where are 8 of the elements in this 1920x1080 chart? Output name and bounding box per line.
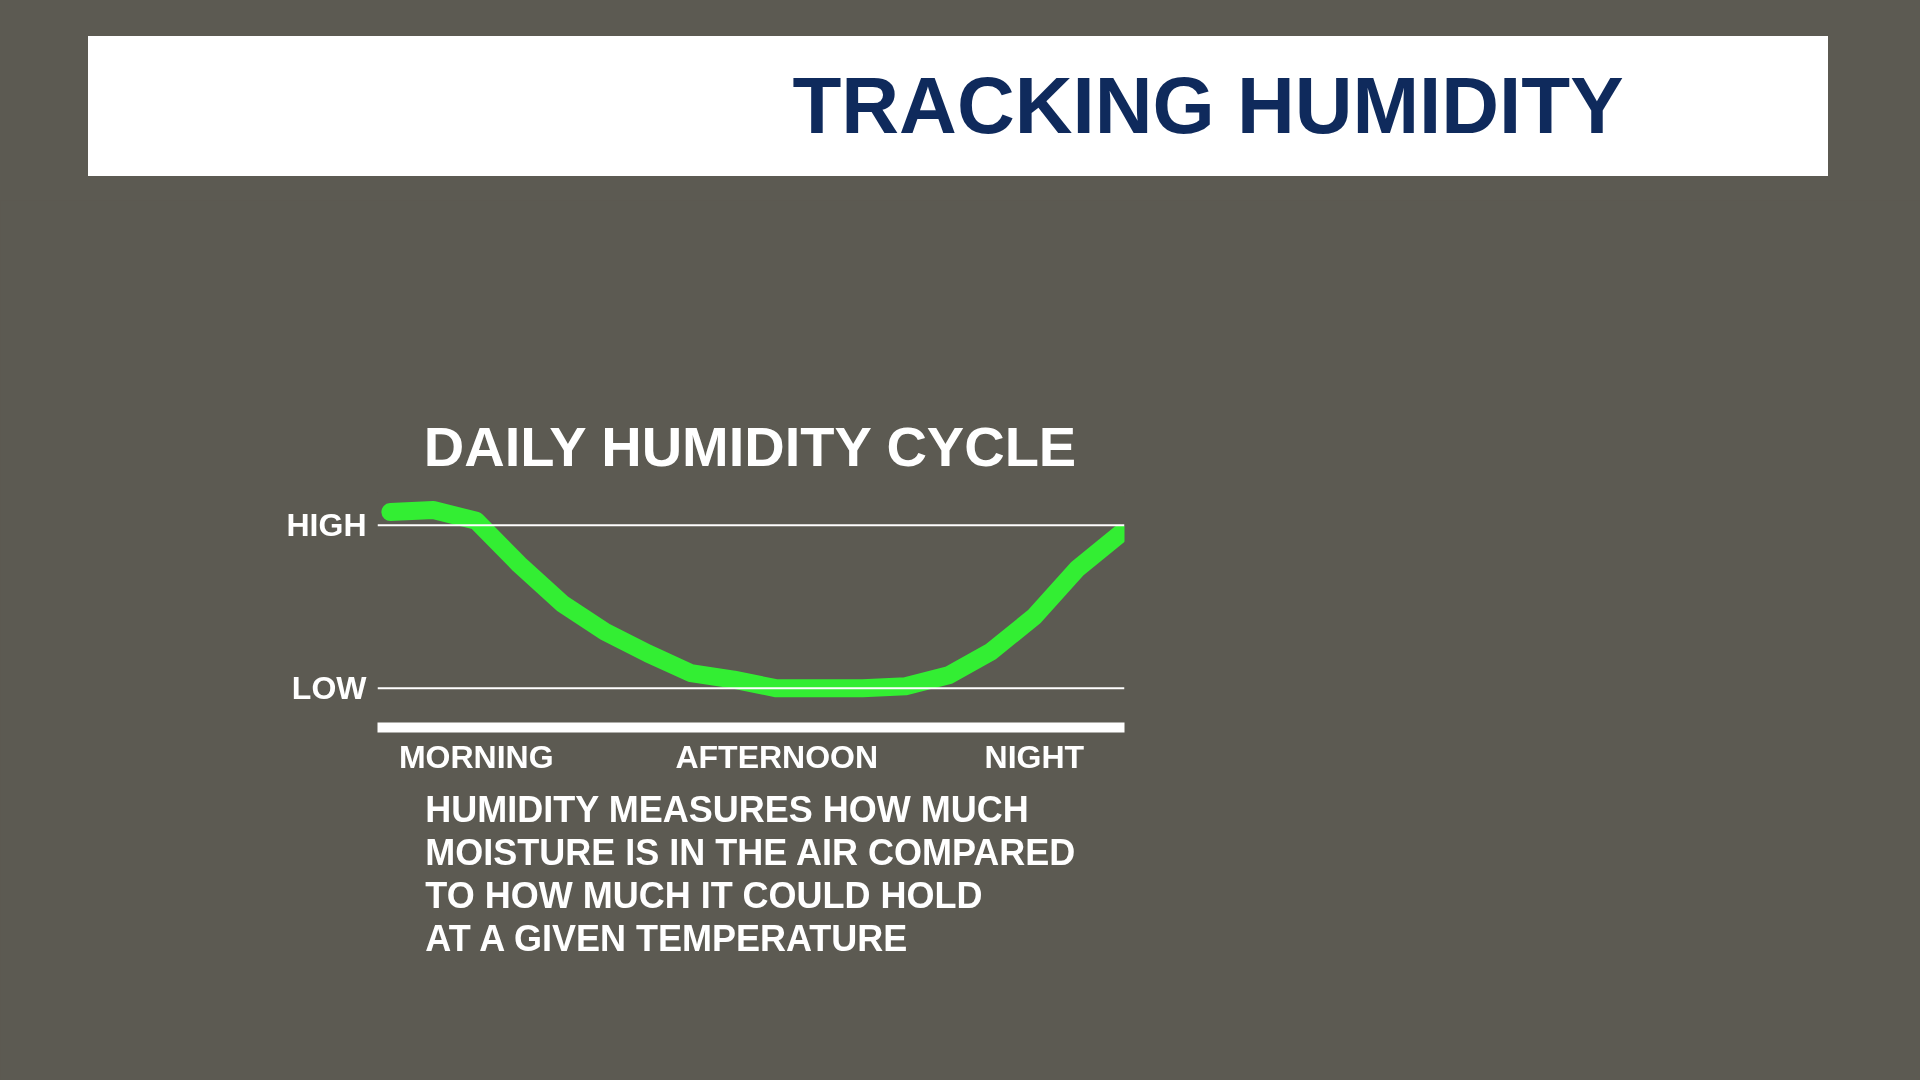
x-tick-label: NIGHT bbox=[984, 738, 1085, 775]
ref-line-label: LOW bbox=[291, 670, 368, 707]
text: HUMIDITY MEASURES HOW MUCH MOISTURE IS IN THE AIR COMPARED TO HOW MUCH IT COULD HOLD AT A GIVEN TEMPERATURE bbox=[425, 789, 1076, 960]
ref-line-label: HIGH bbox=[286, 507, 367, 544]
chart-subtitle: DAILY HUMIDITY CYCLE bbox=[423, 414, 1077, 478]
x-tick-label: AFTERNOON bbox=[675, 738, 879, 775]
x-tick-label: MORNING bbox=[398, 738, 554, 775]
chart-title: TRACKING HUMIDITY bbox=[792, 59, 1624, 152]
